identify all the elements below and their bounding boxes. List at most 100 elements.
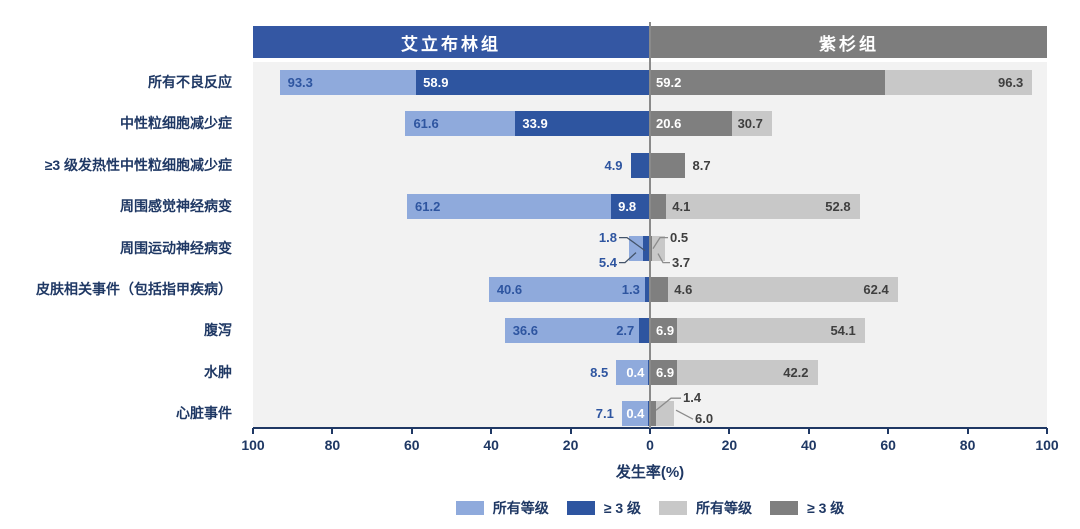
legend-item: 所有等级 [659, 498, 752, 518]
value-label: 36.6 [512, 323, 538, 339]
category-label: 周围运动神经病变 [120, 239, 232, 256]
bar-right-g3 [650, 359, 678, 385]
axis-tick-label: 40 [801, 437, 817, 453]
value-label: 5.4 [598, 254, 617, 270]
value-label: 96.3 [997, 75, 1024, 90]
legend-swatch-eribulin-all-grade [455, 501, 484, 515]
axis-tick [490, 428, 493, 434]
bar-right-g3 [650, 401, 656, 427]
bar-left-all-grade [616, 359, 650, 385]
axis-tick-label: 100 [241, 437, 265, 453]
axis-tick [410, 428, 413, 434]
axis-tick-label: 60 [404, 437, 420, 453]
category-label: 心脏事件 [176, 405, 232, 422]
value-label: 6.9 [656, 323, 675, 339]
bar-left-g3 [644, 277, 650, 302]
value-label: 0.5 [670, 229, 689, 245]
legend-label: 所有等级 [492, 500, 549, 516]
value-label: 0.4 [626, 364, 645, 380]
bar-right-all-grade [650, 235, 665, 261]
value-label: 4.1 [672, 199, 691, 215]
value-label: 52.8 [825, 199, 851, 215]
bar-right-g3 [650, 194, 667, 220]
value-label: 42.2 [783, 364, 809, 380]
axis-tick-label: 20 [721, 437, 738, 453]
axis-tick [331, 428, 334, 434]
value-label: 1.3 [621, 282, 640, 297]
bar-right-all-grade [650, 318, 865, 344]
category-label: 所有不良反应 [148, 74, 232, 90]
bar-left-g3 [642, 235, 650, 261]
value-label: 62.4 [863, 282, 889, 297]
value-label: 1.4 [683, 390, 702, 406]
category-label: 皮肤相关事件（包括指甲疾病） [36, 281, 232, 297]
value-label: 6.0 [695, 411, 714, 427]
legend-item: ≥ 3 级 [566, 498, 641, 518]
legend-label: ≥ 3 级 [807, 500, 845, 516]
bar-left-g3 [630, 152, 650, 178]
axis-tick-label: 20 [562, 437, 579, 453]
axis-tick-label: 80 [959, 437, 976, 453]
axis-tick-label: 80 [324, 437, 341, 453]
value-label: 1.8 [598, 229, 617, 245]
axis-tick [1046, 428, 1048, 434]
axis-tick [807, 428, 810, 434]
category-label: 中性粒细胞减少症 [120, 115, 232, 132]
x-axis-title: 发生率(%) [615, 464, 685, 481]
value-label: 54.1 [830, 323, 856, 339]
value-label: 4.9 [604, 157, 623, 173]
axis-tick [569, 428, 572, 434]
bar-left-g3 [611, 194, 650, 220]
value-label: 2.7 [616, 323, 635, 339]
bar-right-all-grade [650, 277, 898, 302]
bar-left-all-grade [488, 277, 650, 302]
value-label: 20.6 [656, 116, 682, 132]
value-label: 8.7 [692, 157, 711, 173]
value-label: 40.6 [496, 282, 523, 297]
legend-item: ≥ 3 级 [770, 498, 844, 518]
axis-tick [966, 428, 969, 434]
legend: 所有等级 ≥ 3 级 所有等级 ≥ 3 级 [253, 499, 1047, 517]
value-label: 61.2 [415, 199, 441, 215]
bar-right-g3 [650, 318, 678, 344]
value-label: 0.4 [626, 406, 645, 422]
category-label: 周围感觉神经病变 [120, 198, 232, 215]
category-label: 水肿 [204, 363, 232, 380]
bar-right-all-grade [650, 194, 860, 220]
bar-left-all-grade [407, 194, 650, 220]
value-label: 6.9 [656, 364, 675, 380]
legend-swatch-eribulin-grade3plus [566, 501, 595, 515]
bar-left-g3 [515, 111, 650, 137]
bar-left-all-grade [504, 318, 650, 344]
legend-swatch-taxane-grade3plus [770, 501, 798, 515]
value-label: 3.7 [672, 254, 691, 270]
legend-label: 所有等级 [696, 500, 752, 516]
value-label: 61.6 [413, 116, 439, 132]
bar-right-g3 [650, 277, 669, 302]
value-label: 4.6 [674, 282, 693, 297]
axis-tick-label: 40 [483, 437, 499, 453]
value-label: 59.2 [656, 75, 682, 90]
legend-label: ≥ 3 级 [603, 500, 641, 516]
value-label: 9.8 [618, 199, 637, 215]
value-label: 7.1 [595, 406, 614, 422]
axis-tick-label: 100 [1035, 437, 1059, 453]
axis-tick [252, 428, 254, 434]
category-label: 腹泻 [204, 322, 232, 339]
bar-right-g3 [650, 111, 732, 137]
value-label: 30.7 [737, 116, 763, 132]
bar-left-g3 [416, 70, 650, 95]
bar-left-all-grade [621, 401, 650, 427]
bar-right-g3 [650, 152, 685, 178]
bar-left-g3 [639, 318, 650, 344]
bar-right-all-grade [650, 359, 818, 385]
legend-item: 所有等级 [455, 498, 549, 518]
legend-swatch-taxane-all-grade [659, 501, 687, 515]
axis-tick [887, 428, 890, 434]
value-label: 93.3 [287, 75, 313, 90]
axis-tick [728, 428, 731, 434]
axis-tick-label: 60 [880, 437, 896, 453]
center-divider-line [649, 22, 651, 428]
group-header-taxane: 紫杉组 [651, 26, 1047, 58]
